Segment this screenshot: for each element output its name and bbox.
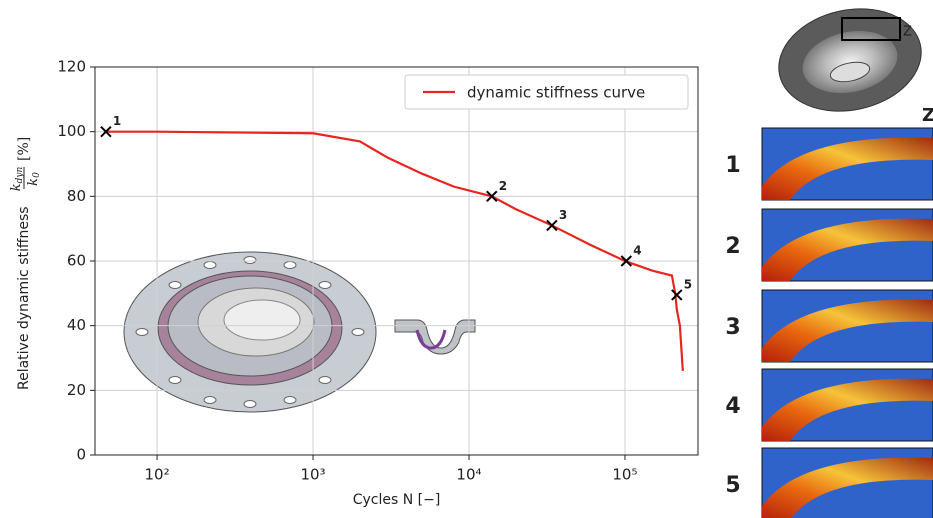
x-tick-label: 10⁵ [612, 466, 637, 484]
y-tick-label: 80 [67, 187, 86, 205]
y-label-den-main: k [26, 178, 41, 186]
cross-stroke [671, 289, 683, 301]
zoom-label: Z [922, 105, 933, 126]
y-label-den-sub: 0 [32, 172, 42, 178]
cross-marker [620, 255, 633, 267]
marker-label: 5 [684, 277, 692, 291]
y-tick-label: 100 [57, 122, 86, 140]
y-label-den: k0 [26, 172, 42, 186]
marker-label: 2 [499, 179, 507, 193]
y-tick-label: 120 [57, 58, 86, 76]
gasket-illustration [123, 251, 476, 413]
plot-area: 0 20 40 60 80 100 120 10² 10³ 10⁴ 10⁵ Cycles N [−] 1… [57, 58, 699, 508]
panel-label: 1 [725, 153, 740, 178]
marker-label: 4 [633, 244, 641, 258]
panel-label: 4 [725, 394, 740, 419]
plot-frame [94, 66, 699, 456]
x-tick-label: 10³ [300, 466, 325, 484]
thermal-band [762, 299, 933, 362]
legend-box [404, 74, 689, 110]
cross-stroke [620, 255, 633, 267]
y-tick-label: 20 [67, 381, 86, 399]
marker-label: 3 [559, 208, 567, 222]
thermal-band [762, 218, 933, 281]
zoom-label-small: Z [903, 25, 912, 40]
panel-label: 5 [725, 473, 740, 498]
y-label-text: Relative dynamic stiffness [16, 206, 32, 390]
cross-marker [546, 219, 558, 232]
cross-stroke [546, 219, 558, 232]
side-panels: Z Z 1 2 3 4 5 [725, 8, 933, 518]
y-axis-label: Relative dynamic stiffness kdyn k0 [%] [9, 137, 42, 390]
marker-label: 1 [113, 114, 121, 128]
x-tick-label: 10⁴ [456, 466, 481, 484]
cross-stroke [100, 125, 112, 138]
cross-marker [100, 125, 112, 138]
cross-stroke [486, 190, 498, 203]
y-label-num: kdyn [9, 167, 25, 192]
cross-marker [486, 190, 498, 203]
y-tick-label: 0 [76, 446, 86, 464]
thermal-band [762, 137, 933, 200]
y-tick-label: 40 [67, 316, 86, 334]
x-tick-label: 10² [145, 466, 170, 484]
x-axis-label: Cycles N [−] [353, 492, 441, 508]
panel-label: 2 [725, 234, 740, 259]
y-tick-label: 60 [67, 252, 86, 270]
thermal-band [762, 457, 933, 518]
thermal-band [762, 378, 933, 441]
y-label-num-main: k [9, 183, 24, 191]
y-label-num-sub: dyn [15, 167, 25, 184]
legend-label: dynamic stiffness curve [467, 84, 645, 102]
panel-label: 3 [725, 315, 740, 340]
y-label-unit: [%] [16, 137, 32, 161]
cross-marker [671, 289, 683, 301]
